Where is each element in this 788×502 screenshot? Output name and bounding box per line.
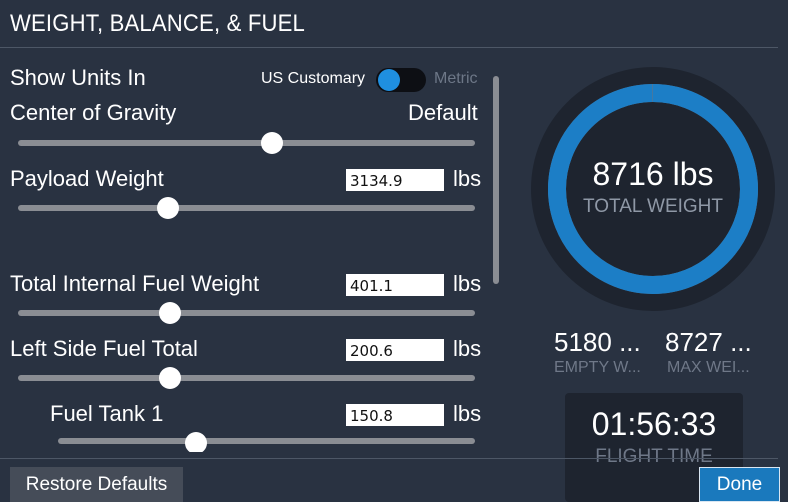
- internal-fuel-unit: lbs: [453, 271, 482, 296]
- cog-slider-track[interactable]: [18, 140, 475, 146]
- fuel-tank1-slider-track[interactable]: [58, 438, 475, 444]
- empty-weight-label: EMPTY W...: [554, 359, 641, 376]
- units-label: Show Units In: [10, 65, 146, 90]
- payload-slider-thumb[interactable]: [157, 197, 179, 219]
- fuel-tank1-slider-thumb[interactable]: [185, 432, 207, 452]
- left-fuel-slider-track[interactable]: [18, 375, 475, 381]
- done-button[interactable]: Done: [699, 467, 780, 502]
- payload-unit: lbs: [453, 166, 482, 191]
- fuel-tank1-label: Fuel Tank 1: [50, 401, 164, 426]
- internal-fuel-slider-thumb[interactable]: [159, 302, 181, 324]
- units-toggle[interactable]: [376, 68, 426, 92]
- internal-fuel-input[interactable]: 401.1: [346, 274, 444, 296]
- payload-slider-track[interactable]: [18, 205, 475, 211]
- restore-defaults-button[interactable]: Restore Defaults: [10, 467, 183, 502]
- ring-progress: [548, 84, 758, 294]
- left-fuel-unit: lbs: [453, 336, 482, 361]
- payload-input[interactable]: 3134.9: [346, 169, 444, 191]
- cog-label: Center of Gravity: [10, 100, 177, 125]
- fuel-tank1-unit: lbs: [453, 401, 482, 426]
- total-weight-value: 8716 lbs: [592, 156, 714, 192]
- payload-label: Payload Weight: [10, 166, 164, 191]
- ring-outer-bg: [531, 67, 775, 311]
- internal-fuel-label: Total Internal Fuel Weight: [10, 271, 260, 296]
- bottom-divider: [0, 458, 778, 459]
- fuel-tank1-input[interactable]: 150.8: [346, 404, 444, 426]
- title-divider: [0, 47, 778, 48]
- left-fuel-input[interactable]: 200.6: [346, 339, 444, 361]
- total-weight-label: TOTAL WEIGHT: [582, 196, 724, 217]
- cog-value: Default: [408, 100, 478, 125]
- internal-fuel-slider-track[interactable]: [18, 310, 475, 316]
- toggle-knob: [378, 69, 400, 91]
- weight-ring: [531, 67, 775, 311]
- flight-time-value: 01:56:33: [591, 406, 717, 442]
- us-customary-option[interactable]: US Customary: [261, 70, 366, 87]
- max-weight-label: MAX WEI...: [667, 359, 750, 376]
- max-weight-value: 8727 ...: [665, 327, 752, 357]
- empty-weight-value: 5180 ...: [554, 327, 641, 357]
- page-title: WEIGHT, BALANCE, & FUEL: [10, 10, 306, 37]
- flight-time-label: FLIGHT TIME: [595, 446, 713, 467]
- metric-option[interactable]: Metric: [434, 70, 478, 87]
- left-fuel-slider-thumb[interactable]: [159, 367, 181, 389]
- cog-slider-thumb[interactable]: [261, 132, 283, 154]
- left-fuel-label: Left Side Fuel Total: [10, 336, 198, 361]
- vertical-scrollbar[interactable]: [493, 76, 499, 284]
